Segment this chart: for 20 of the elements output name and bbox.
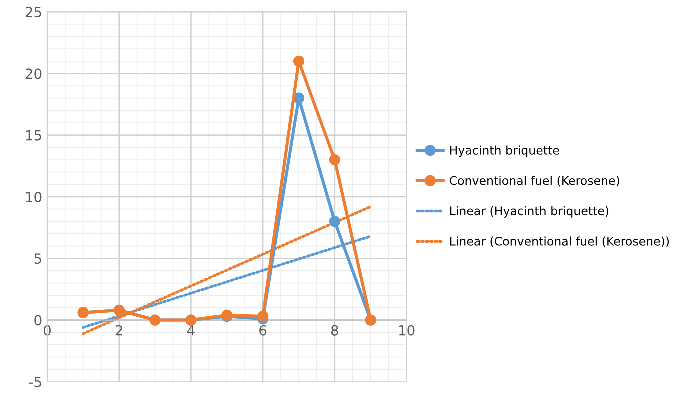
legend-label: Conventional fuel (Kerosene) — [450, 176, 620, 187]
x-tick-label: 8 — [331, 325, 338, 336]
y-tick-label: 15 — [26, 130, 42, 141]
y-tick-label: 20 — [26, 68, 42, 80]
point — [329, 154, 340, 166]
x-tick-label: 4 — [187, 326, 195, 336]
legend-label: Linear (Hyacinth briquette) — [450, 206, 609, 218]
y-tick-label: -5 — [29, 377, 42, 388]
y-tick-label: 10 — [26, 192, 42, 202]
legend-label: Hyacinth briquette — [450, 146, 560, 158]
legend-label: Linear (Conventional fuel (Kerosene)) — [450, 236, 670, 248]
point — [329, 216, 340, 228]
x-tick-label: 2 — [116, 325, 122, 336]
y-tick-label: 0 — [34, 315, 42, 326]
x-tick-label: 6 — [260, 325, 267, 336]
y-tick-label: 5 — [34, 254, 42, 264]
point — [258, 311, 269, 322]
point — [293, 56, 305, 67]
x-tick-label: 10 — [399, 325, 415, 336]
y-tick-label: 25 — [26, 7, 42, 18]
